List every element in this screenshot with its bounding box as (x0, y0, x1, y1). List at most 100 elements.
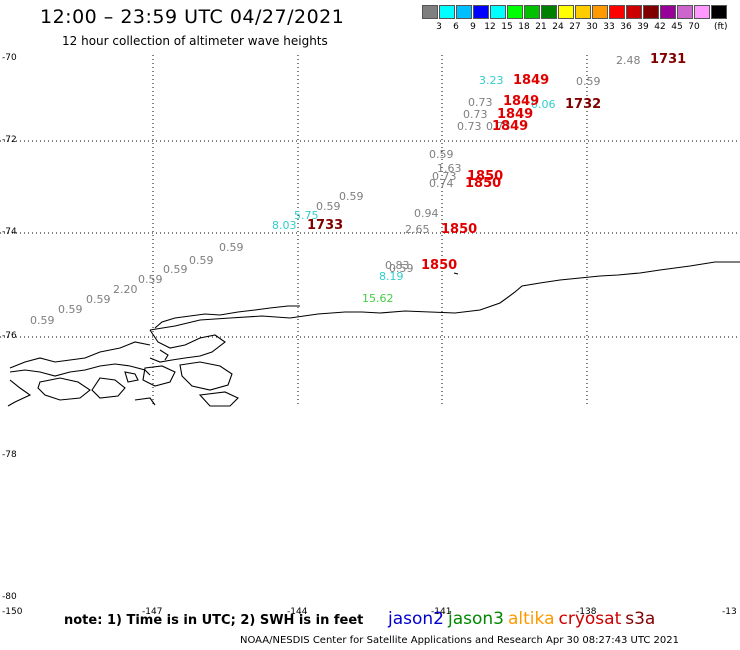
wave-height-value: 2.20 (113, 283, 138, 296)
color-swatch (558, 5, 574, 19)
wave-height-value: 0.73 (463, 108, 488, 121)
mission-legend: jason2 jason3 altika cryosat s3a (388, 609, 659, 629)
color-swatch (677, 5, 693, 19)
color-scale-tick: 42 (654, 22, 666, 32)
wave-height-value: 0.83 (385, 259, 410, 272)
longitude-label: -141 (431, 607, 452, 617)
color-scale-tick: 70 (688, 22, 700, 32)
wave-height-value: 0.73 (457, 120, 482, 133)
color-swatch (524, 5, 540, 19)
units-note: note: 1) Time is in UTC; 2) SWH is in fe… (64, 613, 364, 628)
longitude-label: -147 (142, 607, 163, 617)
pass-time-label: 1850 (421, 258, 458, 273)
mission-jason2: jason2 (388, 609, 444, 629)
color-swatch (694, 5, 710, 19)
wave-height-value: 8.19 (379, 270, 404, 283)
pass-time-label: 1849 (513, 73, 550, 88)
antarctic-coastline (7, 261, 740, 407)
wave-height-value: 0.59 (86, 293, 111, 306)
color-swatch (490, 5, 506, 19)
latitude-label: -70 (2, 53, 17, 63)
color-swatch (473, 5, 489, 19)
wave-height-value: 0.59 (576, 75, 601, 88)
map-title: 12:00 – 23:59 UTC 04/27/2021 (40, 6, 345, 28)
color-swatch (541, 5, 557, 19)
pass-time-label: 1849 (497, 107, 534, 122)
color-scale-tick: 6 (453, 22, 459, 32)
color-scale-tick: 12 (484, 22, 496, 32)
pass-time-label: 1732 (565, 97, 602, 112)
mission-cryosat: cryosat (558, 609, 622, 629)
pass-time-label: 1731 (650, 52, 687, 67)
wave-height-value: 0.59 (339, 190, 364, 203)
pass-time-label: 1850 (441, 222, 478, 237)
pass-time-label: 1850 (465, 176, 502, 191)
mission-altika: altika (508, 609, 555, 629)
color-scale-tick: 9 (470, 22, 476, 32)
color-swatch (626, 5, 642, 19)
color-swatch (456, 5, 472, 19)
wave-height-value: 0.59 (163, 263, 188, 276)
wave-height-value: 0.59 (189, 254, 214, 267)
latitude-label: -76 (2, 331, 17, 341)
color-scale-tick: 39 (637, 22, 649, 32)
pass-time-label: 1849 (492, 119, 529, 134)
color-scale-tick: 15 (501, 22, 513, 32)
map-subtitle: 12 hour collection of altimeter wave hei… (62, 34, 328, 48)
color-scale-tick: 18 (518, 22, 530, 32)
wave-height-value: 0.59 (30, 314, 55, 327)
wave-height-value: 0.59 (429, 148, 454, 161)
color-swatch (507, 5, 523, 19)
color-swatch (439, 5, 455, 19)
color-swatch (660, 5, 676, 19)
wave-height-value: 0.94 (414, 207, 439, 220)
color-swatch (575, 5, 591, 19)
pass-time-label: 1733 (307, 218, 344, 233)
pass-time-label: 1849 (503, 94, 540, 109)
wave-height-value: 0.73 (468, 96, 493, 109)
color-swatch (592, 5, 608, 19)
color-scale-tick: 36 (620, 22, 632, 32)
wave-height-value: 0.73 (486, 120, 511, 133)
wave-height-value: 0.74 (429, 177, 454, 190)
color-scale-tick: 45 (671, 22, 683, 32)
mission-s3a: s3a (625, 609, 656, 629)
wave-height-value: 3.23 (479, 74, 504, 87)
wave-height-value: 0.59 (219, 241, 244, 254)
latitude-label: -74 (2, 227, 17, 237)
wave-height-value: 0.59 (138, 273, 163, 286)
latitude-label: -78 (2, 450, 17, 460)
wave-height-value: 8.03 (272, 219, 297, 232)
color-swatch (422, 5, 438, 19)
longitude-label: -144 (287, 607, 308, 617)
longitude-label: -150 (2, 607, 23, 617)
wave-height-value: 2.65 (405, 223, 430, 236)
longitude-label: -13 (722, 607, 737, 617)
graticule (0, 55, 740, 405)
pass-time-label: 1850 (467, 169, 504, 184)
color-scale-tick: 3 (436, 22, 442, 32)
color-swatch (609, 5, 625, 19)
wave-height-value: 1.63 (437, 162, 462, 175)
wave-height-value: 5.75 (294, 209, 319, 222)
mission-jason3: jason3 (448, 609, 504, 629)
color-scale-tick: 33 (603, 22, 615, 32)
latitude-label: -72 (2, 135, 17, 145)
wave-height-value: 0.59 (316, 200, 341, 213)
latitude-label: -80 (2, 592, 17, 602)
color-scale-tick: 27 (569, 22, 581, 32)
wave-height-value: 15.62 (362, 292, 394, 305)
color-scale-tick: 21 (535, 22, 547, 32)
credit-footer: NOAA/NESDIS Center for Satellite Applica… (240, 635, 679, 646)
longitude-label: -138 (576, 607, 597, 617)
color-scale-tick: 30 (586, 22, 598, 32)
color-swatch (711, 5, 727, 19)
color-scale-unit: (ft) (714, 22, 728, 32)
color-swatch (643, 5, 659, 19)
color-scale-tick: 24 (552, 22, 564, 32)
wave-height-value: 0.59 (58, 303, 83, 316)
wave-height-value: 2.48 (616, 54, 641, 67)
wave-height-value: 0.59 (389, 262, 414, 275)
wave-height-value: 0.73 (432, 170, 457, 183)
